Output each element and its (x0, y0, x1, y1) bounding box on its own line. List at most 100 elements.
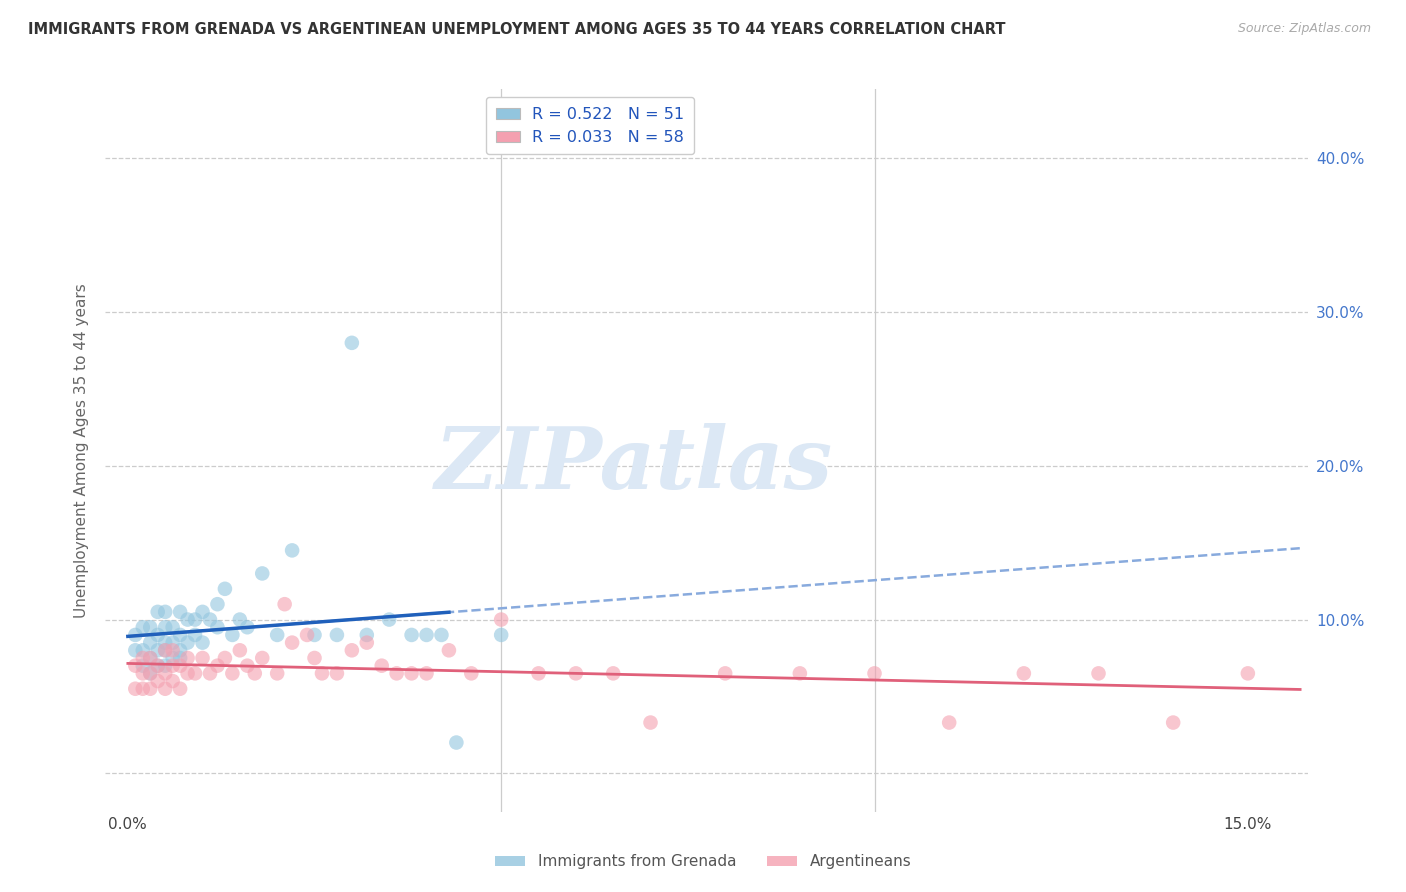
Point (1237, 666, 1260, 681)
Point (184, 613, 207, 627)
Legend: Immigrants from Grenada, Argentineans: Immigrants from Grenada, Argentineans (489, 848, 917, 875)
Point (489, 613, 512, 627)
Point (863, 666, 886, 681)
Point (162, 658, 184, 673)
Point (207, 620, 229, 634)
Point (139, 666, 162, 681)
Point (356, 635, 378, 649)
Point (184, 628, 207, 642)
Point (191, 605, 214, 619)
Point (162, 674, 184, 689)
Point (153, 620, 176, 634)
Point (281, 635, 304, 649)
Point (139, 651, 162, 665)
Text: IMMIGRANTS FROM GRENADA VS ARGENTINEAN UNEMPLOYMENT AMONG AGES 35 TO 44 YEARS CO: IMMIGRANTS FROM GRENADA VS ARGENTINEAN U… (28, 22, 1005, 37)
Point (153, 666, 176, 681)
Point (124, 658, 146, 673)
Point (1161, 715, 1184, 730)
Point (198, 613, 221, 627)
Point (146, 628, 169, 642)
Point (243, 666, 266, 681)
Point (281, 543, 304, 558)
Point (146, 658, 169, 673)
Point (1012, 666, 1035, 681)
Point (198, 666, 221, 681)
Point (191, 635, 214, 649)
Legend: R = 0.522   N = 51, R = 0.033   N = 58: R = 0.522 N = 51, R = 0.033 N = 58 (486, 97, 695, 154)
Point (139, 651, 162, 665)
Point (789, 666, 811, 681)
Point (176, 651, 198, 665)
Point (489, 628, 512, 642)
Point (437, 643, 460, 657)
Text: Source: ZipAtlas.com: Source: ZipAtlas.com (1237, 22, 1371, 36)
Point (132, 643, 155, 657)
Point (153, 643, 176, 657)
Point (139, 635, 162, 649)
Text: ZIPatlas: ZIPatlas (436, 423, 834, 507)
Point (401, 628, 423, 642)
Point (266, 666, 288, 681)
Point (124, 681, 146, 696)
Point (340, 335, 363, 350)
Point (184, 666, 207, 681)
Point (565, 666, 588, 681)
Point (146, 605, 169, 619)
Point (169, 651, 191, 665)
Point (273, 597, 295, 611)
Point (176, 613, 198, 627)
Point (370, 658, 392, 673)
Point (938, 715, 960, 730)
Point (132, 666, 155, 681)
Point (139, 681, 162, 696)
Point (602, 666, 624, 681)
Point (169, 643, 191, 657)
Point (326, 628, 349, 642)
Point (252, 566, 274, 581)
Point (169, 628, 191, 642)
Point (162, 620, 184, 634)
Point (169, 658, 191, 673)
Point (295, 628, 318, 642)
Point (385, 666, 408, 681)
Point (176, 635, 198, 649)
Point (139, 620, 162, 634)
Point (326, 666, 349, 681)
Point (132, 620, 155, 634)
Point (176, 666, 198, 681)
Point (132, 681, 155, 696)
Y-axis label: Unemployment Among Ages 35 to 44 years: Unemployment Among Ages 35 to 44 years (75, 283, 90, 618)
Point (146, 658, 169, 673)
Point (153, 643, 176, 657)
Point (236, 620, 259, 634)
Point (169, 681, 191, 696)
Point (527, 666, 550, 681)
Point (124, 643, 146, 657)
Point (266, 628, 288, 642)
Point (153, 681, 176, 696)
Point (401, 666, 423, 681)
Point (162, 651, 184, 665)
Point (415, 628, 437, 642)
Point (221, 628, 243, 642)
Point (415, 666, 437, 681)
Point (304, 651, 326, 665)
Point (146, 643, 169, 657)
Point (229, 643, 252, 657)
Point (146, 674, 169, 689)
Point (460, 666, 482, 681)
Point (229, 613, 252, 627)
Point (132, 651, 155, 665)
Point (162, 643, 184, 657)
Point (446, 735, 468, 749)
Point (1087, 666, 1109, 681)
Point (124, 628, 146, 642)
Point (139, 666, 162, 681)
Point (340, 643, 363, 657)
Point (162, 635, 184, 649)
Point (153, 658, 176, 673)
Point (221, 666, 243, 681)
Point (714, 666, 737, 681)
Point (191, 651, 214, 665)
Point (207, 658, 229, 673)
